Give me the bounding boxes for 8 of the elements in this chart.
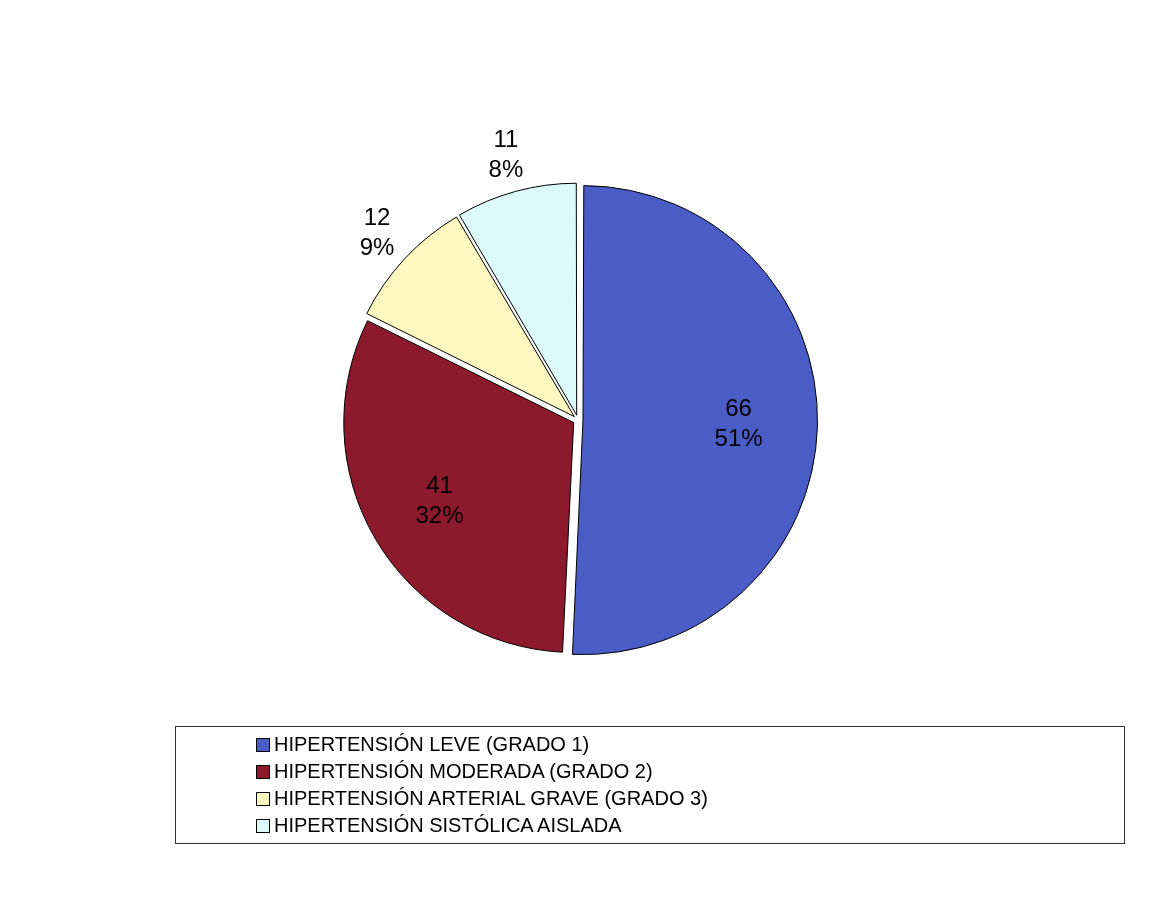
data-label: 66 51% (714, 393, 763, 451)
data-label: 41 32% (415, 471, 464, 529)
legend-label: HIPERTENSIÓN MODERADA (GRADO 2) (274, 760, 653, 783)
legend-label: HIPERTENSIÓN SISTÓLICA AISLADA (274, 814, 622, 837)
legend-label: HIPERTENSIÓN ARTERIAL GRAVE (GRADO 3) (274, 787, 708, 810)
legend-label: HIPERTENSIÓN LEVE (GRADO 1) (274, 733, 590, 756)
data-label: 11 8% (488, 124, 524, 182)
data-label: 12 9% (359, 202, 395, 260)
